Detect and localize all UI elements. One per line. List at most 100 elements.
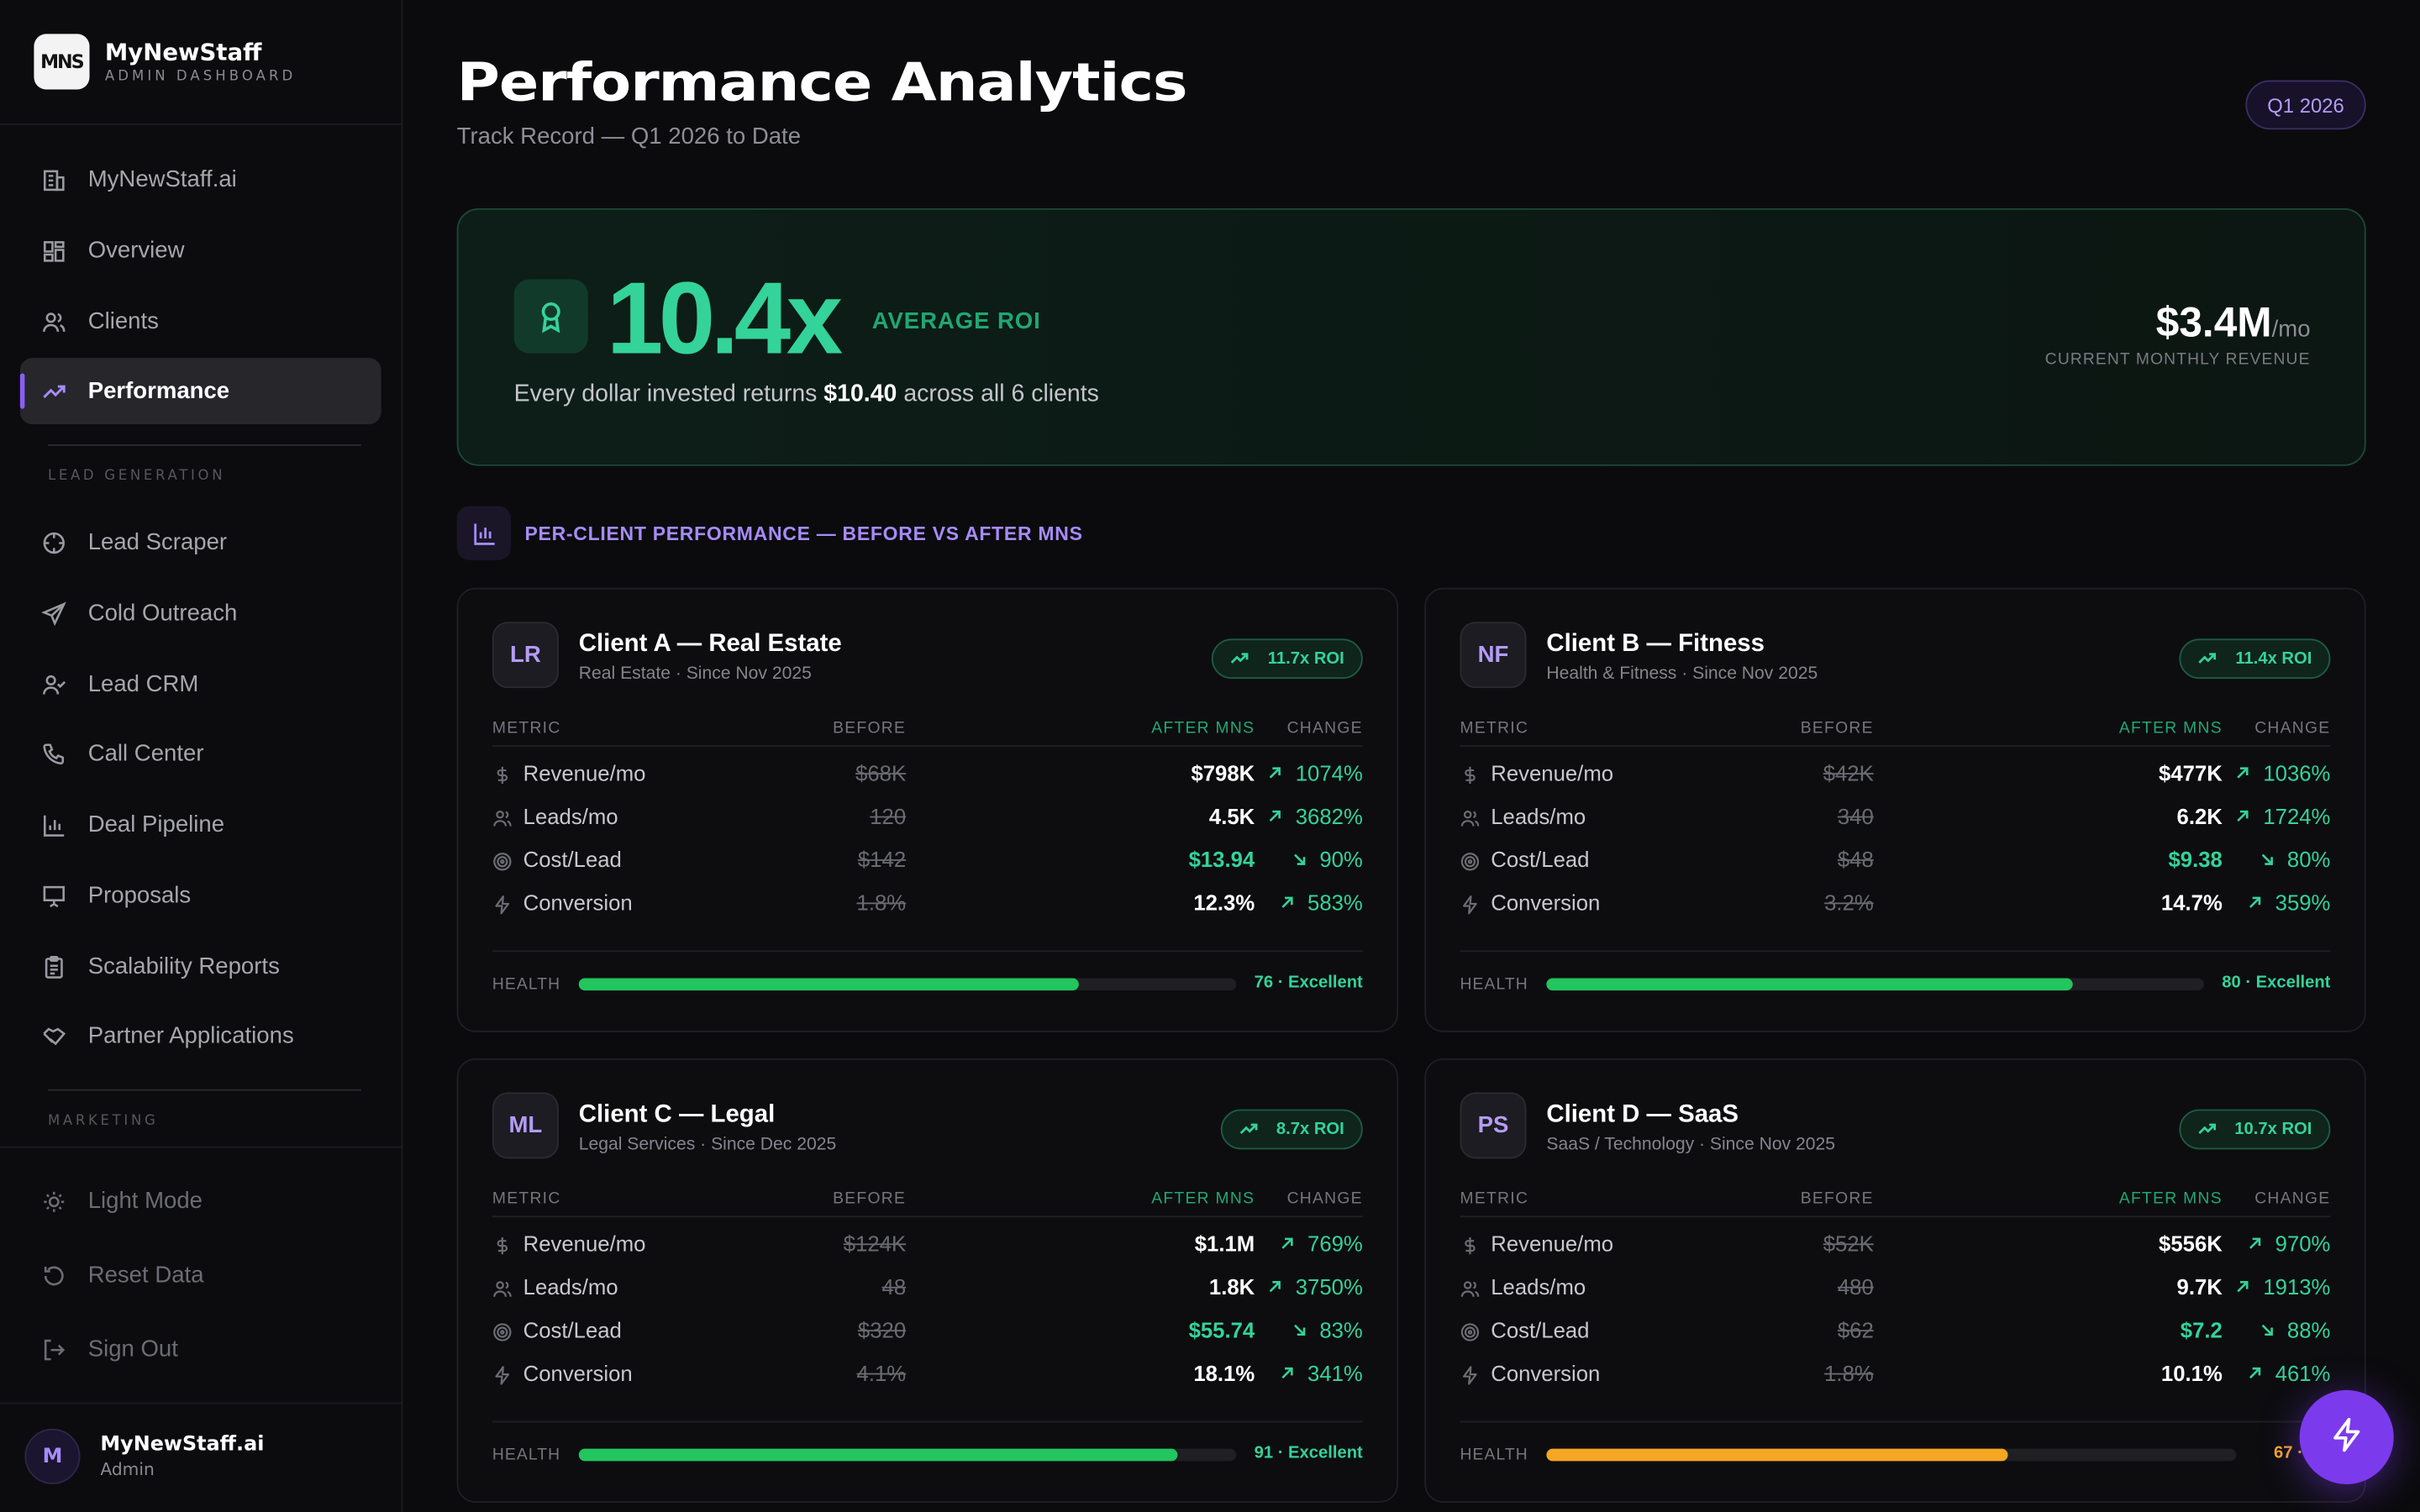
- nav-label: Sign Out: [87, 1336, 178, 1362]
- column-header-change: CHANGE: [1286, 718, 1363, 738]
- nav-item-partner-applications[interactable]: Partner Applications: [20, 1003, 381, 1069]
- column-header-after: AFTER MNS: [2118, 718, 2223, 738]
- arrow-up-right-icon: [1268, 1279, 1290, 1294]
- metric-change: 1074%: [1268, 760, 1363, 785]
- brand[interactable]: MNS MyNewStaff ADMIN DASHBOARD: [34, 34, 296, 90]
- metric-after: 9.7K: [2176, 1274, 2223, 1299]
- health-label: HEALTH: [492, 1445, 561, 1465]
- nav-item-cold-outreach[interactable]: Cold Outreach: [20, 580, 381, 647]
- roi-badge-value: 11.7x ROI: [1267, 649, 1344, 669]
- metric-change-value: 341%: [1307, 1360, 1363, 1386]
- nav-item-overview[interactable]: Overview: [20, 218, 381, 284]
- column-header-change: CHANGE: [2254, 718, 2331, 738]
- nav-label: Proposals: [87, 882, 192, 909]
- metric-change: 359%: [2248, 890, 2330, 915]
- metric-change-value: 1724%: [2263, 803, 2331, 829]
- metric-name: Leads/mo: [523, 1274, 618, 1299]
- arrow-up-right-icon: [2235, 808, 2257, 823]
- avatar: M: [24, 1428, 81, 1484]
- metric-after: $55.74: [1188, 1317, 1255, 1342]
- nav-item-call-center[interactable]: Call Center: [20, 721, 381, 787]
- metric-change: 1724%: [2235, 804, 2330, 828]
- arrow-up-right-icon: [1268, 808, 1290, 823]
- metric-row-leads: Leads/mo 480 9.7K 1913%: [1460, 1270, 2330, 1313]
- nav-item-performance[interactable]: Performance: [19, 358, 381, 425]
- arrow-up-right-icon: [1268, 765, 1290, 780]
- health-bar-fill: [578, 978, 1079, 991]
- metric-after: $7.2: [2180, 1317, 2223, 1342]
- metric-before: 48: [881, 1274, 907, 1299]
- nav-item-clients[interactable]: Clients: [20, 288, 381, 354]
- health-divider: [1460, 950, 2331, 953]
- health-bar-track: [1546, 1448, 2237, 1462]
- section-label-lead-generation: LEAD GENERATION: [47, 469, 226, 485]
- dollar-icon: [492, 765, 513, 785]
- metric-before: $48: [1837, 847, 1874, 872]
- metric-after: 18.1%: [1193, 1360, 1255, 1386]
- nav-item-deal-pipeline[interactable]: Deal Pipeline: [20, 791, 381, 858]
- arrow-up-right-icon: [2235, 765, 2257, 780]
- nav-item-scalability-reports[interactable]: Scalability Reports: [20, 933, 381, 1000]
- zap-icon: [492, 895, 513, 915]
- metric-change-value: 1074%: [1295, 760, 1363, 785]
- per-client-section-header: PER-CLIENT PERFORMANCE — BEFORE VS AFTER…: [456, 506, 1083, 560]
- metric-name: Conversion: [523, 890, 633, 916]
- arrow-down-right-icon: [2260, 852, 2281, 867]
- metric-name: Revenue/mo: [523, 760, 646, 785]
- user-profile[interactable]: M MyNewStaff.ai Admin: [24, 1428, 264, 1484]
- section-label-marketing: MARKETING: [47, 1114, 159, 1130]
- metric-change: 970%: [2248, 1231, 2330, 1256]
- health-divider: [492, 1420, 1363, 1423]
- target-icon: [1460, 1322, 1481, 1342]
- nav-item-lead-scraper[interactable]: Lead Scraper: [20, 509, 381, 575]
- period-badge[interactable]: Q1 2026: [2245, 80, 2366, 130]
- trending-up-icon: [1231, 649, 1259, 668]
- arrow-up-right-icon: [2235, 1279, 2257, 1294]
- monthly-revenue-label: CURRENT MONTHLY REVENUE: [2044, 349, 2311, 369]
- bar-chart-icon: [42, 812, 66, 837]
- metric-change: 341%: [1280, 1361, 1363, 1385]
- client-name: Client B — Fitness: [1546, 631, 1765, 658]
- metric-before: $142: [857, 847, 907, 872]
- sidebar-divider: [0, 1146, 403, 1148]
- nav-label: Lead CRM: [87, 670, 199, 698]
- zap-icon: [492, 1365, 513, 1385]
- client-name: Client A — Real Estate: [578, 631, 842, 658]
- health-score: 80 · Excellent: [2222, 973, 2331, 992]
- column-header-change: CHANGE: [1286, 1189, 1363, 1209]
- client-card[interactable]: LR Client A — Real Estate Real Estate · …: [456, 587, 1399, 1032]
- client-card[interactable]: NF Client B — Fitness Health & Fitness ·…: [1424, 587, 2366, 1032]
- client-subtitle: SaaS / Technology · Since Nov 2025: [1546, 1135, 1836, 1154]
- client-avatar: ML: [492, 1092, 559, 1159]
- metric-change: 461%: [2248, 1361, 2330, 1385]
- column-header-after: AFTER MNS: [1151, 718, 1255, 738]
- roi-badge: 10.7x ROI: [2179, 1109, 2331, 1150]
- user-role: Admin: [100, 1459, 155, 1480]
- metric-row-cost-per-lead: Cost/Lead $320 $55.74 83%: [492, 1313, 1363, 1356]
- users-icon: [492, 1279, 513, 1299]
- client-avatar: PS: [1460, 1092, 1527, 1159]
- column-header-before: BEFORE: [833, 1189, 907, 1209]
- metric-row-cost-per-lead: Cost/Lead $142 $13.94 90%: [492, 843, 1363, 885]
- sun-icon: [42, 1189, 66, 1213]
- nav-item-reset-data[interactable]: Reset Data: [20, 1242, 381, 1309]
- client-card[interactable]: ML Client C — Legal Legal Services · Sin…: [456, 1058, 1399, 1503]
- nav-item-light-mode[interactable]: Light Mode: [20, 1168, 381, 1234]
- quick-action-button[interactable]: [2299, 1389, 2394, 1484]
- nav-item-sign-out[interactable]: Sign Out: [20, 1316, 381, 1383]
- metric-change: 3750%: [1268, 1274, 1363, 1299]
- client-avatar: NF: [1460, 622, 1527, 689]
- nav-item-proposals[interactable]: Proposals: [20, 863, 381, 929]
- dollar-icon: [1460, 765, 1481, 785]
- nav-label: Clients: [87, 308, 159, 335]
- metric-change: 769%: [1280, 1231, 1363, 1256]
- column-header-after: AFTER MNS: [2118, 1189, 2223, 1209]
- metric-name: Leads/mo: [1491, 1274, 1586, 1299]
- nav-item-mynewstaff[interactable]: MyNewStaff.ai: [20, 146, 381, 213]
- metric-after: $798K: [1191, 760, 1255, 785]
- nav-item-lead-crm[interactable]: Lead CRM: [20, 651, 381, 717]
- client-card[interactable]: PS Client D — SaaS SaaS / Technology · S…: [1424, 1058, 2366, 1503]
- metric-before: 1.8%: [856, 890, 907, 916]
- roi-badge-value: 8.7x ROI: [1276, 1120, 1344, 1139]
- metric-name: Cost/Lead: [1491, 1317, 1590, 1342]
